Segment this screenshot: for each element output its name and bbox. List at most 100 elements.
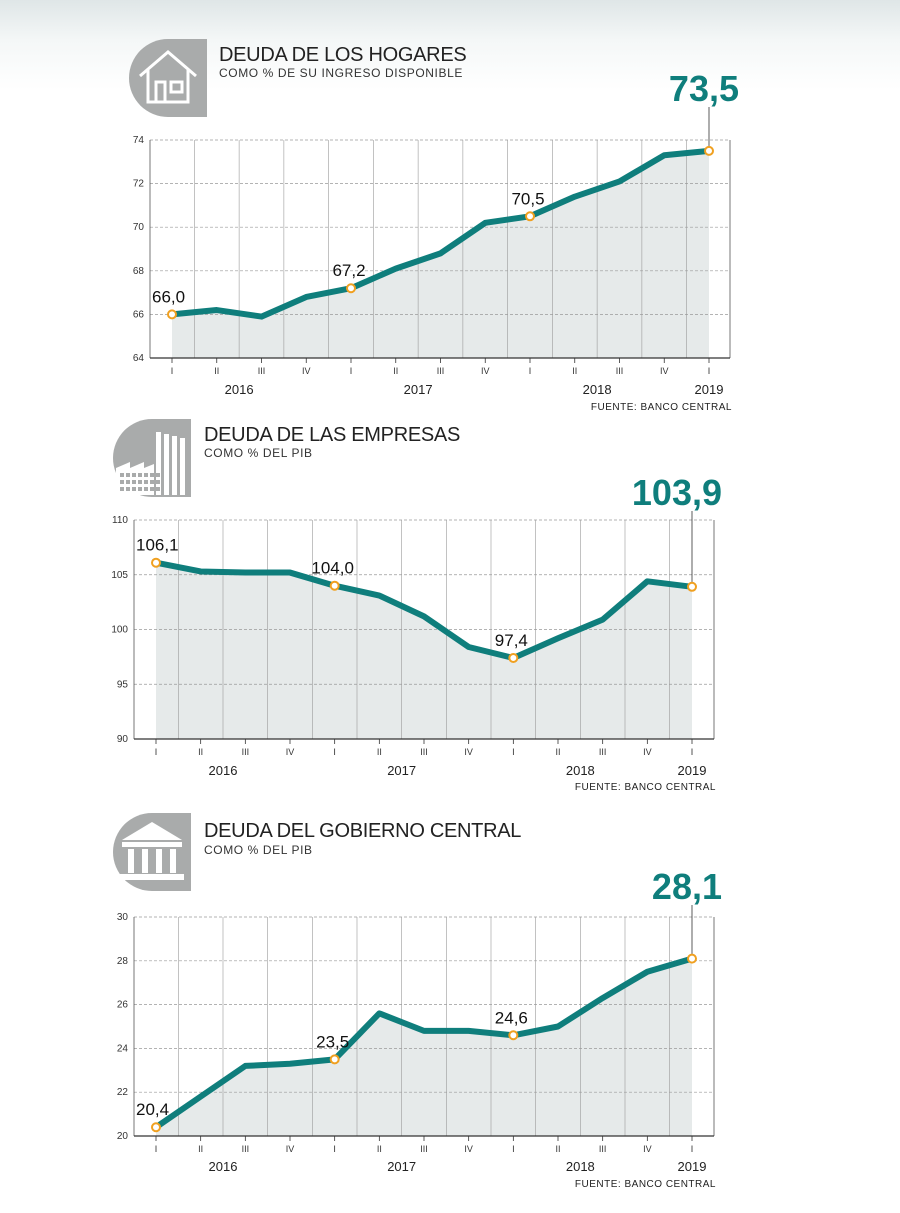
year-tick-label: 2017 [387, 1159, 416, 1174]
factory-window [132, 473, 136, 477]
data-label: 20,4 [136, 1100, 169, 1119]
factory-chimney [172, 436, 177, 495]
quarter-tick-label: III [420, 747, 428, 757]
factory-window [144, 480, 148, 484]
series-line [169, 147, 712, 320]
factory-icon [116, 432, 185, 495]
quarter-tick-label: III [616, 366, 624, 376]
highlight-value: 73,5 [669, 68, 739, 109]
panel-subtitle: COMO % DEL PIB [204, 843, 313, 857]
quarter-tick-label: IV [464, 747, 473, 757]
year-tick-label: 2016 [225, 382, 254, 397]
factory-window [138, 487, 142, 491]
year-tick-label: 2018 [566, 1159, 595, 1174]
series-line [153, 955, 695, 1131]
factory-window [138, 480, 142, 484]
data-point-marker [525, 211, 535, 222]
quarter-tick-label: III [599, 747, 607, 757]
quarter-tick-label: III [242, 1144, 250, 1154]
year-tick-label: 2018 [566, 763, 595, 778]
y-tick-label: 24 [117, 1043, 129, 1054]
quarter-tick-label: I [512, 1144, 515, 1154]
quarter-tick-label: II [198, 1144, 203, 1154]
data-point-marker [329, 580, 340, 591]
quarter-tick-label: IV [286, 1144, 295, 1154]
source-note: FUENTE: BANCO CENTRAL [591, 402, 732, 413]
panel-title: DEUDA DE LAS EMPRESAS [204, 424, 460, 446]
highlight-marker [687, 953, 697, 964]
house-roof [139, 50, 197, 78]
data-label: 67,2 [332, 261, 365, 280]
building-base [120, 874, 184, 880]
series-area [156, 562, 692, 739]
data-point-marker [167, 309, 177, 320]
y-tick-label: 70 [133, 222, 145, 233]
quarter-tick-label: IV [464, 1144, 473, 1154]
source-note: FUENTE: BANCO CENTRAL [575, 1179, 716, 1190]
quarter-tick-label: IV [643, 747, 652, 757]
factory-window [150, 480, 154, 484]
quarter-tick-label: I [512, 747, 515, 757]
factory-window [132, 480, 136, 484]
quarter-tick-label: II [555, 747, 560, 757]
quarter-tick-label: I [155, 747, 158, 757]
quarter-tick-label: I [708, 366, 711, 376]
quarter-tick-label: IV [660, 366, 669, 376]
data-label: 66,0 [152, 287, 185, 306]
building-column [156, 849, 162, 873]
house-walls [146, 70, 190, 104]
quarter-tick-label: IV [286, 747, 295, 757]
year-tick-label: 2019 [678, 1159, 707, 1174]
factory-window [132, 487, 136, 491]
quarter-tick-label: II [214, 366, 219, 376]
grid [134, 916, 714, 1136]
quarter-tick-label: I [333, 747, 336, 757]
quarter-tick-label: IV [302, 366, 311, 376]
y-tick-label: 105 [111, 570, 128, 581]
factory-window [138, 473, 142, 477]
quarter-tick-label: II [393, 366, 398, 376]
house-window [169, 80, 184, 94]
factory-window [126, 473, 130, 477]
year-tick-label: 2018 [583, 382, 612, 397]
highlight-value: 103,9 [632, 472, 722, 513]
house-icon [139, 50, 197, 104]
quarter-tick-label: III [242, 747, 250, 757]
quarter-tick-label: I [333, 1144, 336, 1154]
highlight-marker [704, 145, 714, 156]
factory-roof [116, 462, 154, 495]
data-label: 97,4 [495, 631, 528, 650]
quarter-tick-label: III [599, 1144, 607, 1154]
year-tick-label: 2016 [209, 763, 238, 778]
quarter-tick-label: III [437, 366, 445, 376]
y-tick-label: 64 [133, 353, 145, 364]
panel-title: DEUDA DE LOS HOGARES [219, 44, 466, 66]
building-column [142, 849, 148, 873]
building-entablature [122, 842, 182, 847]
y-tick-label: 26 [117, 1000, 129, 1011]
source-note: FUENTE: BANCO CENTRAL [575, 782, 716, 793]
data-point-marker [508, 652, 519, 663]
factory-chimney [156, 432, 161, 495]
factory-window [156, 473, 160, 477]
year-tick-label: 2017 [387, 763, 416, 778]
grid [150, 139, 730, 358]
quarter-tick-label: II [198, 747, 203, 757]
year-tick-label: 2019 [695, 382, 724, 397]
year-tick-label: 2016 [209, 1159, 238, 1174]
factory-window [156, 480, 160, 484]
factory-window [120, 487, 124, 491]
year-tick-label: 2017 [404, 382, 433, 397]
y-tick-label: 28 [117, 956, 129, 967]
quarter-tick-label: I [155, 1144, 158, 1154]
panel-title: DEUDA DEL GOBIERNO CENTRAL [204, 820, 521, 842]
series-line [153, 559, 695, 661]
building-column [128, 849, 134, 873]
data-point-marker [151, 557, 161, 568]
y-tick-label: 100 [111, 625, 128, 636]
quarter-tick-label: I [171, 366, 174, 376]
y-tick-label: 30 [117, 912, 129, 923]
